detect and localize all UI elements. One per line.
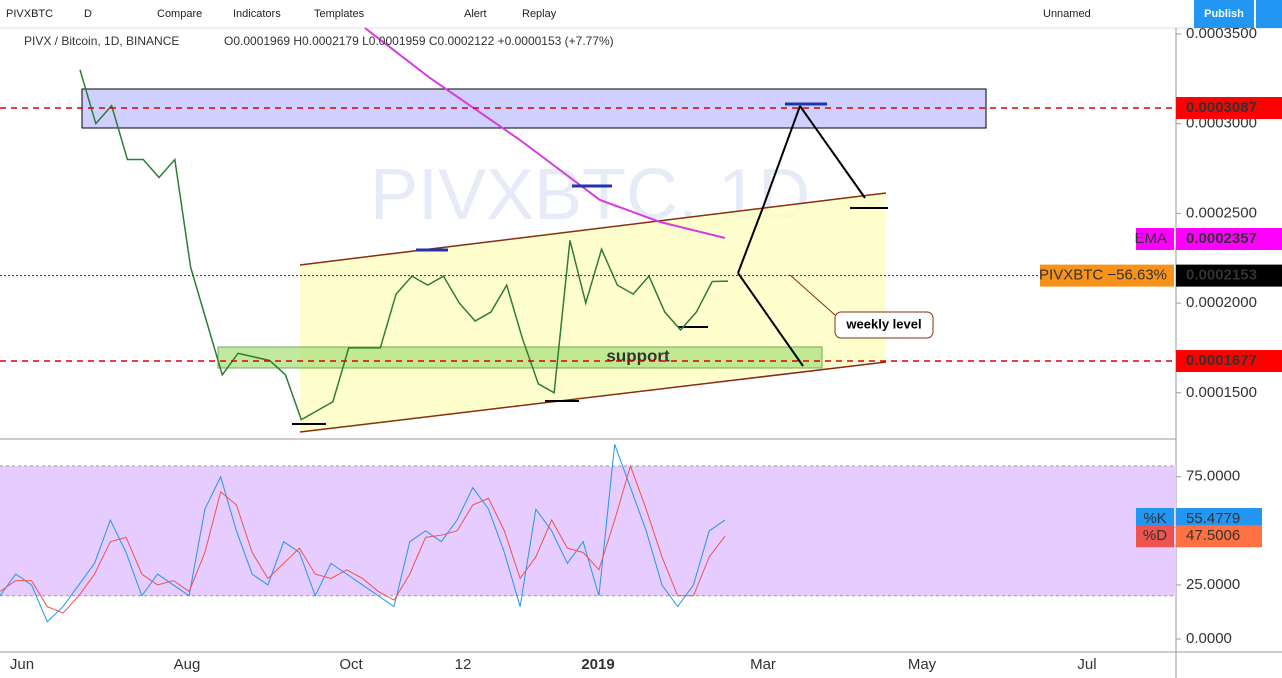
- legend-ohlc: O0.0001969 H0.0002179 L0.0001959 C0.0002…: [224, 34, 614, 48]
- symbol[interactable]: PIVXBTC: [6, 8, 53, 20]
- price-tick-label: 0.0002500: [1186, 204, 1257, 221]
- price-line: [79, 69, 729, 421]
- templates[interactable]: Templates: [314, 8, 365, 20]
- indicators[interactable]: Indicators: [233, 8, 281, 20]
- support-label: support: [606, 346, 670, 365]
- channel: [300, 193, 886, 432]
- price-tag-label: 0.0002153: [1186, 267, 1257, 284]
- price-tag: [1176, 350, 1282, 373]
- publish-button[interactable]: [1194, 0, 1254, 28]
- time-label: Aug: [174, 656, 201, 673]
- time-label: Jul: [1077, 656, 1096, 673]
- stoch-name: %K: [1143, 510, 1166, 527]
- stoch-name-box: [1136, 525, 1174, 548]
- time-label: Jun: [10, 656, 34, 673]
- ema-line: [364, 27, 726, 239]
- price-tag-label: 0.0003087: [1186, 99, 1257, 116]
- stoch-tick-label: 75.0000: [1186, 468, 1240, 485]
- stream-button[interactable]: [1256, 0, 1282, 28]
- stoch-tick-label: 25.0000: [1186, 576, 1240, 593]
- stoch-name: %D: [1143, 527, 1167, 544]
- price-tick-label: 0.0003500: [1186, 25, 1257, 42]
- stoch-k-line: [0, 444, 726, 623]
- time-label: 2019: [581, 656, 614, 673]
- stoch-tag-label: 55.4779: [1186, 510, 1240, 527]
- tag-name-box: [1040, 264, 1174, 287]
- time-label: May: [908, 656, 937, 673]
- price-tag: [1176, 97, 1282, 120]
- tag-name-box: [1136, 228, 1174, 251]
- publish-label[interactable]: Publish: [1204, 8, 1244, 20]
- legend-title: PIVX / Bitcoin, 1D, BINANCE: [24, 34, 179, 48]
- price-tag-label: 0.0001677: [1186, 352, 1257, 369]
- stoch-tag-label: 47.5006: [1186, 527, 1240, 544]
- price-tag-label: 0.0002357: [1186, 230, 1257, 247]
- stoch-d-line: [0, 464, 726, 614]
- stoch-tag: [1176, 508, 1262, 531]
- compare[interactable]: Compare: [157, 8, 202, 20]
- interval[interactable]: D: [84, 8, 92, 20]
- support-zone: [217, 346, 823, 369]
- time-label: 12: [455, 656, 472, 673]
- price-tick-label: 0.0001500: [1186, 384, 1257, 401]
- tag-name: PIVXBTC −56.63%: [1039, 267, 1167, 284]
- price-tag: [1176, 228, 1282, 251]
- layout-name[interactable]: Unnamed: [1043, 8, 1091, 20]
- stoch-tick-label: 0.0000: [1186, 630, 1232, 647]
- replay[interactable]: Replay: [522, 8, 557, 20]
- alert[interactable]: Alert: [464, 8, 487, 20]
- stoch-name-box: [1136, 508, 1174, 531]
- toolbar: [0, 0, 1282, 28]
- note-box: [834, 311, 934, 339]
- tag-name: EMA: [1134, 230, 1167, 247]
- stoch-band: [0, 465, 1176, 596]
- time-label: Oct: [339, 656, 363, 673]
- stoch-tag: [1176, 525, 1262, 548]
- price-tag: [1176, 264, 1282, 287]
- time-label: Mar: [750, 656, 776, 673]
- price-pane: PIVXBTC, 1D support weekly level: [79, 27, 987, 433]
- note: weekly level: [845, 316, 921, 331]
- price-tick-label: 0.0002000: [1186, 294, 1257, 311]
